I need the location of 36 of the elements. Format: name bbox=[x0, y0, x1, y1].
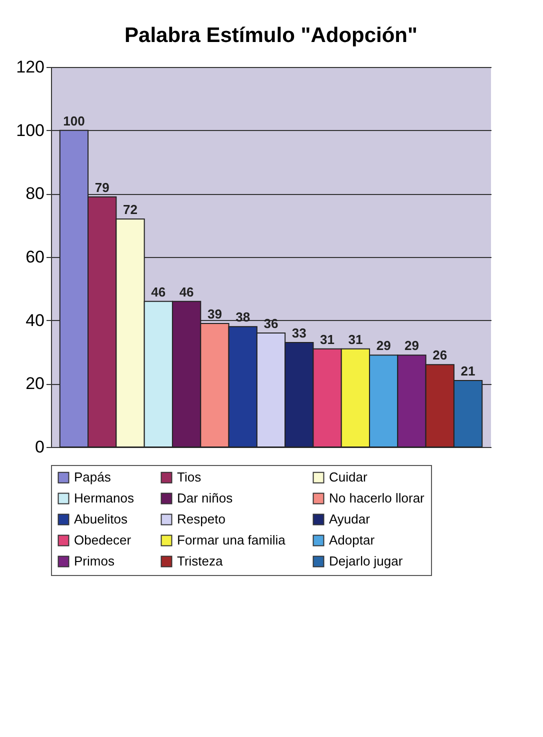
legend-label: Adoptar bbox=[329, 532, 376, 548]
legend-label: Tios bbox=[177, 470, 202, 485]
data-label: 31 bbox=[320, 332, 335, 347]
legend-label: Dejarlo jugar bbox=[329, 554, 404, 568]
y-tick-label: 20 bbox=[26, 374, 44, 394]
data-label: 39 bbox=[207, 306, 222, 322]
legend-label: Tristeza bbox=[177, 554, 224, 568]
data-label: 79 bbox=[94, 180, 110, 195]
legend-label: Respeto bbox=[177, 512, 226, 526]
y-tick-label: 40 bbox=[26, 310, 44, 330]
y-tick-label: 80 bbox=[26, 184, 44, 204]
legend-label: Abuelitos bbox=[74, 512, 128, 526]
legend-label: Papás bbox=[74, 470, 112, 485]
data-label: 31 bbox=[348, 332, 363, 347]
data-label: 72 bbox=[123, 202, 138, 217]
legend-label: Dar niños bbox=[177, 490, 234, 506]
data-label: 26 bbox=[432, 348, 448, 363]
data-label: 29 bbox=[376, 338, 391, 354]
legend-label: Ayudar bbox=[329, 512, 371, 526]
y-tick-label: 120 bbox=[16, 58, 44, 76]
data-label: 46 bbox=[151, 284, 166, 300]
y-tick-label: 60 bbox=[26, 248, 44, 266]
legend-label: Hermanos bbox=[74, 490, 134, 506]
data-label: 29 bbox=[404, 338, 419, 354]
y-tick-label: 100 bbox=[16, 120, 44, 140]
legend-label: Obedecer bbox=[74, 532, 132, 548]
data-label: 21 bbox=[460, 364, 476, 378]
data-label: 100 bbox=[63, 113, 85, 128]
legend-label: Cuidar bbox=[329, 470, 368, 485]
y-tick-label: 0 bbox=[35, 438, 44, 456]
legend-label: Primos bbox=[74, 554, 115, 568]
chart-title: Palabra Estímulo "Adopción" bbox=[124, 24, 418, 47]
legend-label: Formar una familia bbox=[177, 532, 286, 548]
data-label: 33 bbox=[292, 326, 306, 340]
legend-label: No hacerlo llorar bbox=[329, 490, 426, 506]
data-label: 46 bbox=[179, 284, 194, 300]
